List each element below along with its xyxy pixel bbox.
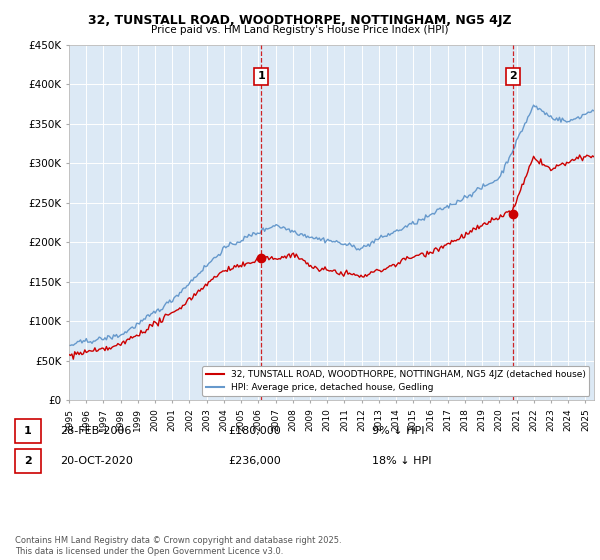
Text: 18% ↓ HPI: 18% ↓ HPI (372, 456, 431, 466)
Text: 1: 1 (24, 426, 32, 436)
Text: 2: 2 (509, 72, 517, 81)
Legend: 32, TUNSTALL ROAD, WOODTHORPE, NOTTINGHAM, NG5 4JZ (detached house), HPI: Averag: 32, TUNSTALL ROAD, WOODTHORPE, NOTTINGHA… (202, 366, 589, 396)
Text: 32, TUNSTALL ROAD, WOODTHORPE, NOTTINGHAM, NG5 4JZ: 32, TUNSTALL ROAD, WOODTHORPE, NOTTINGHA… (88, 14, 512, 27)
Text: Contains HM Land Registry data © Crown copyright and database right 2025.
This d: Contains HM Land Registry data © Crown c… (15, 536, 341, 556)
Text: £180,000: £180,000 (228, 426, 281, 436)
Text: 20-OCT-2020: 20-OCT-2020 (60, 456, 133, 466)
Text: Price paid vs. HM Land Registry's House Price Index (HPI): Price paid vs. HM Land Registry's House … (151, 25, 449, 35)
Text: 2: 2 (24, 456, 32, 466)
Text: 28-FEB-2006: 28-FEB-2006 (60, 426, 131, 436)
Text: 9% ↓ HPI: 9% ↓ HPI (372, 426, 425, 436)
Text: 1: 1 (257, 72, 265, 81)
Text: £236,000: £236,000 (228, 456, 281, 466)
